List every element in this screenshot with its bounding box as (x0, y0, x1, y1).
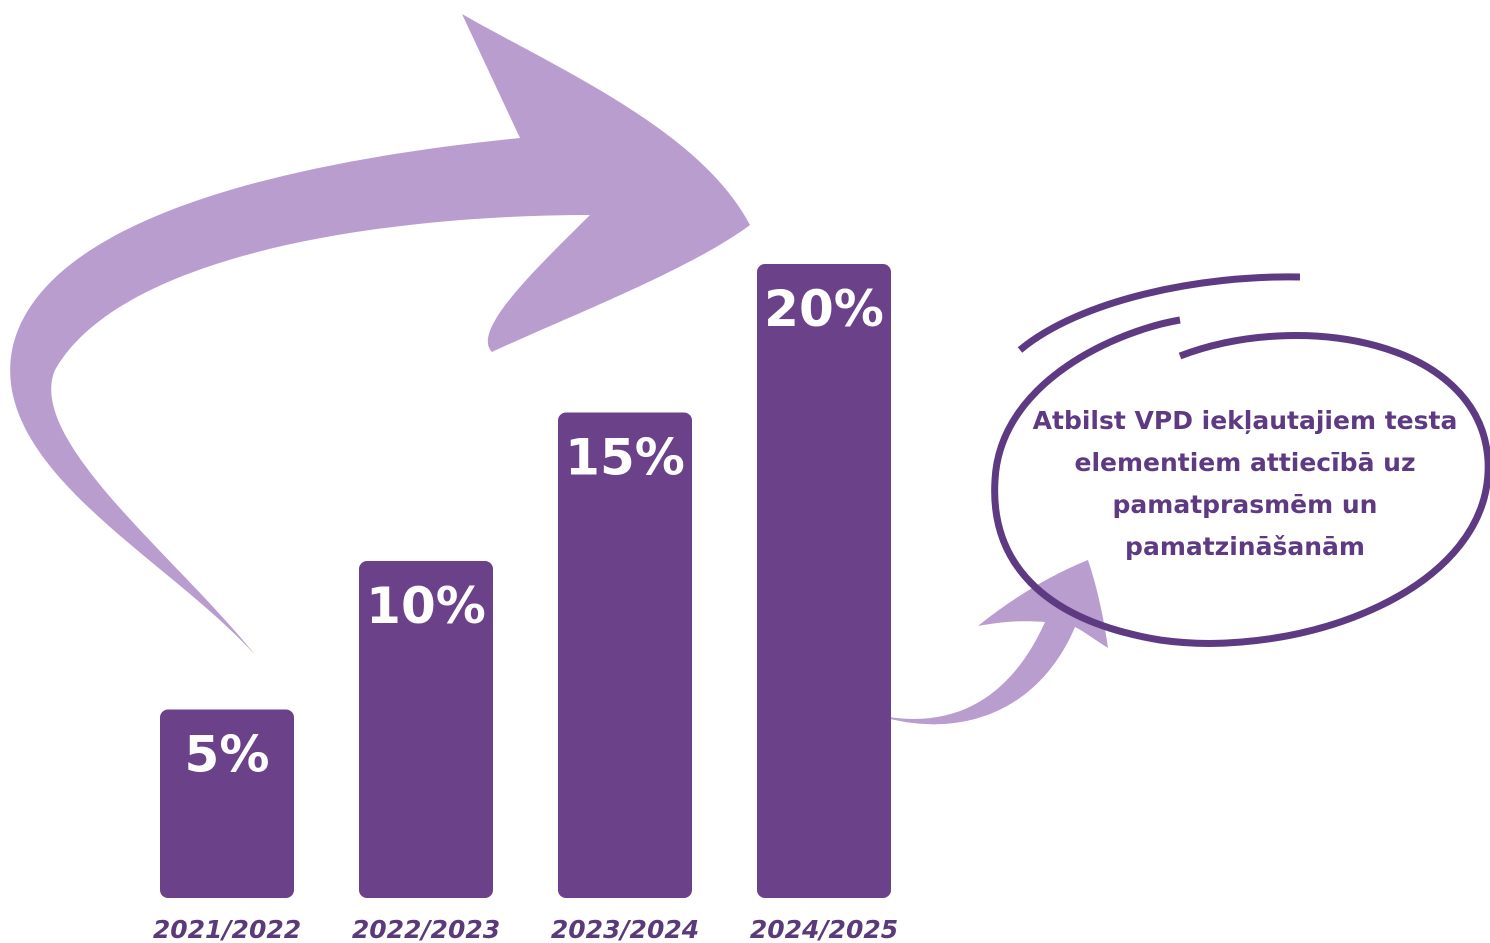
bar (359, 561, 493, 898)
x-tick-label: 2023/2024 (551, 915, 699, 943)
x-tick-label: 2022/2023 (352, 915, 500, 943)
x-tick-label: 2024/2025 (750, 915, 898, 943)
value-label: 20% (764, 280, 884, 338)
value-label: 10% (366, 577, 486, 635)
bar (558, 412, 692, 898)
speech-ellipse (991, 273, 1490, 647)
value-label: 15% (565, 429, 685, 487)
big-arrow (10, 14, 751, 655)
annotation: Atbilst VPD iekļautajiem testa elementie… (1032, 406, 1458, 561)
bar (757, 264, 891, 898)
x-tick-label: 2021/2022 (153, 915, 301, 943)
small-arrow (866, 560, 1108, 725)
value-label: 5% (185, 726, 270, 784)
bar (160, 709, 294, 898)
